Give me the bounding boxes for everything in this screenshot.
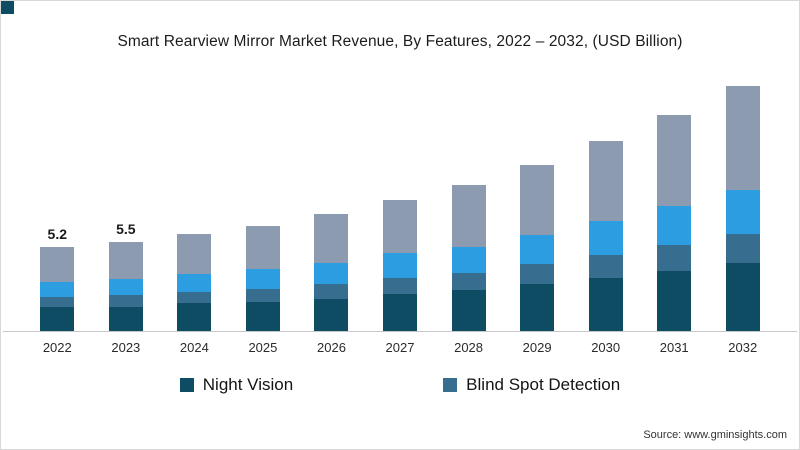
x-axis: 2022 2023 2024 2025 2026 2027 2028 2029 2030 2031… xyxy=(23,331,777,355)
bar-segment xyxy=(657,206,692,245)
bar-segment xyxy=(520,264,555,284)
bar-segment xyxy=(657,271,692,331)
bar-slot xyxy=(708,79,777,331)
stacked-bar[interactable] xyxy=(314,214,349,331)
bar-segment xyxy=(108,306,143,331)
bar-segment xyxy=(40,297,75,307)
x-axis-label: 2031 xyxy=(659,340,689,355)
bar-segment xyxy=(177,292,212,304)
bar-segment xyxy=(725,86,760,190)
bar-segment xyxy=(245,288,280,302)
bar-segment xyxy=(177,233,212,275)
x-axis-label: 2023 xyxy=(111,340,141,355)
source-attribution: Source: www.gminsights.com xyxy=(643,429,787,441)
bar-segment xyxy=(108,279,143,296)
bar-value-label: 5.5 xyxy=(116,220,136,237)
bar-segment xyxy=(40,282,75,298)
stacked-bar[interactable] xyxy=(657,115,692,331)
stacked-bar[interactable] xyxy=(520,165,555,331)
bar-segment xyxy=(314,298,349,331)
bar-segment xyxy=(520,283,555,331)
x-axis-label: 2030 xyxy=(591,340,621,355)
bar-segment xyxy=(725,262,760,331)
bar-segment xyxy=(383,199,417,254)
bar-slot xyxy=(571,79,640,331)
bar-slot xyxy=(503,79,572,331)
bar-segment xyxy=(588,141,623,221)
chart-title: Smart Rearview Mirror Market Revenue, By… xyxy=(117,33,683,50)
stacked-bar[interactable] xyxy=(245,225,280,331)
x-axis-label: 2028 xyxy=(454,340,484,355)
bar-slot xyxy=(229,79,298,331)
bar-segment xyxy=(451,184,486,247)
bar-slot xyxy=(640,79,709,331)
x-axis-label: 2025 xyxy=(248,340,278,355)
bar-segment xyxy=(314,283,349,299)
bar-slot xyxy=(366,79,435,331)
stacked-bar[interactable] xyxy=(177,233,212,331)
corner-accent-square xyxy=(1,1,14,14)
x-axis-label: 2026 xyxy=(317,340,346,355)
stacked-bar[interactable] xyxy=(451,184,486,331)
bar-segment xyxy=(451,246,486,273)
x-axis-label: 2029 xyxy=(522,340,552,355)
legend-label: Night Vision xyxy=(202,375,294,394)
x-axis-label: 2032 xyxy=(728,340,758,355)
bar-segment xyxy=(520,235,555,265)
stacked-bar[interactable] xyxy=(108,241,143,331)
legend-swatch-icon xyxy=(179,378,194,392)
bar-segment xyxy=(520,165,555,236)
bar-slot: 5.2 xyxy=(23,79,92,331)
bar-segment xyxy=(657,245,692,271)
bar-value-label: 5.2 xyxy=(47,225,67,242)
bar-slot xyxy=(297,79,366,331)
legend-item[interactable]: Night Vision xyxy=(179,375,294,395)
bar-segment xyxy=(177,274,212,293)
bar-segment xyxy=(177,303,212,331)
bar-segment xyxy=(383,277,417,294)
x-axis-label: 2022 xyxy=(42,340,72,355)
stacked-bar[interactable] xyxy=(40,246,75,331)
stacked-bar[interactable] xyxy=(725,86,760,331)
bar-segment xyxy=(108,295,143,307)
bar-segment xyxy=(588,254,623,278)
bar-segment xyxy=(383,293,417,331)
bar-slot xyxy=(434,79,503,331)
bar-segment xyxy=(245,225,280,270)
bar-segment xyxy=(314,262,349,284)
plot-area: 5.2 5.5 2022 2023 2024 2025 2026 2027 2028 2029 2… xyxy=(23,79,777,355)
bar-segment xyxy=(588,220,623,255)
bar-segment xyxy=(108,241,143,280)
bar-segment xyxy=(725,189,760,234)
legend-swatch-icon xyxy=(443,378,458,392)
bar-segment xyxy=(314,214,349,263)
legend-item[interactable]: Blind Spot Detection xyxy=(443,375,620,395)
bar-segment xyxy=(383,253,417,278)
legend-label: Blind Spot Detection xyxy=(466,375,621,394)
x-axis-label: 2027 xyxy=(385,340,415,355)
bars-container: 5.2 5.5 xyxy=(23,79,777,331)
bar-segment xyxy=(725,233,760,263)
bar-segment xyxy=(245,269,280,289)
stacked-bar[interactable] xyxy=(383,199,417,331)
x-axis-line xyxy=(3,331,797,332)
stacked-bar[interactable] xyxy=(588,141,623,331)
bar-segment xyxy=(588,277,623,331)
bar-segment xyxy=(245,301,280,331)
bar-segment xyxy=(40,246,75,283)
bar-slot: 5.5 xyxy=(92,79,161,331)
bar-segment xyxy=(657,115,692,207)
bar-slot xyxy=(160,79,229,331)
bar-segment xyxy=(451,272,486,291)
x-axis-label: 2024 xyxy=(179,340,209,355)
legend: Night Vision Blind Spot Detection xyxy=(1,375,799,395)
bar-segment xyxy=(40,306,75,331)
bar-segment xyxy=(451,290,486,331)
